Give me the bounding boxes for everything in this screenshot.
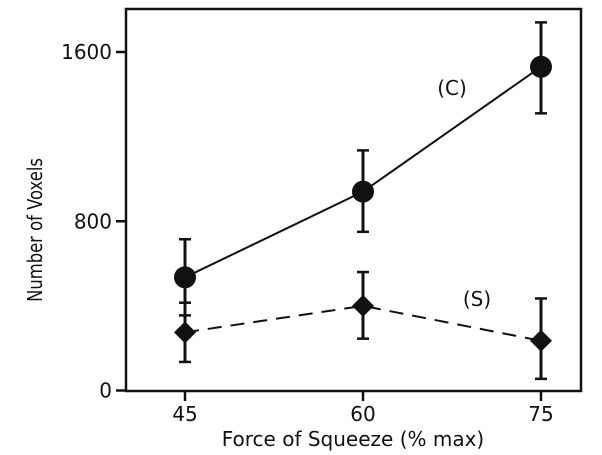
x-tick-label: 75 — [528, 402, 553, 426]
x-tick-label: 60 — [350, 402, 375, 426]
y-tick-label: 1600 — [61, 40, 112, 64]
x-tick-label: 45 — [172, 402, 197, 426]
y-tick-label: 800 — [74, 209, 112, 233]
data-point — [352, 180, 374, 203]
data-point — [530, 329, 552, 352]
series-label: (C) — [437, 76, 467, 100]
data-point — [174, 266, 196, 289]
y-axis-title: Number of Voxels — [25, 158, 48, 302]
data-point — [530, 55, 552, 78]
x-axis: 45 60 75 — [172, 391, 554, 426]
y-axis: 0 800 1600 — [61, 40, 126, 403]
x-axis-title: Force of Squeeze (% max) — [222, 427, 484, 451]
series-label: (S) — [463, 287, 491, 311]
series-s: (S) — [174, 270, 552, 381]
data-point — [352, 294, 374, 317]
plot-frame — [124, 7, 583, 393]
series-c: (C) — [174, 21, 552, 317]
y-tick-label: 0 — [99, 379, 112, 403]
data-point — [174, 321, 196, 344]
series-line — [184, 304, 542, 342]
series-layer: (C) (S) — [174, 21, 552, 381]
